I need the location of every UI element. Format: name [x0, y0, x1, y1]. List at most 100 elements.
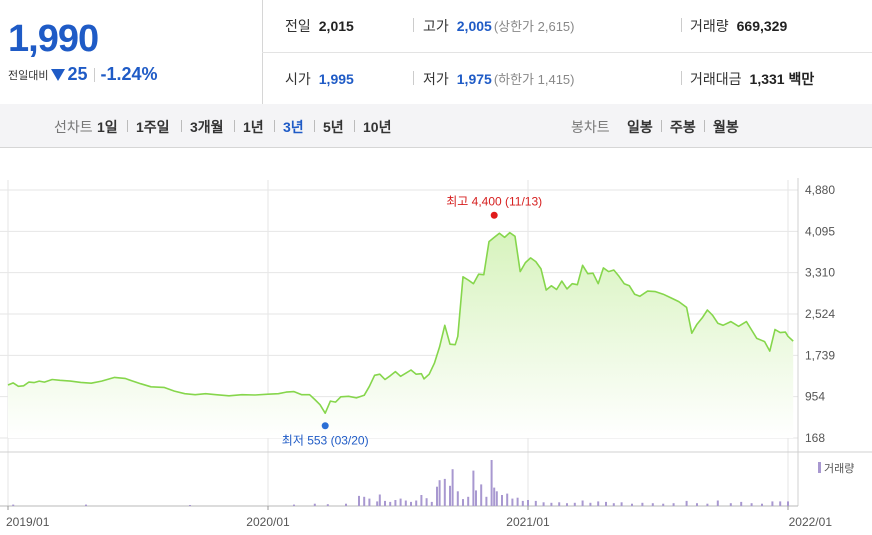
current-price: 1,990: [8, 18, 99, 60]
volume-bar: [345, 503, 347, 506]
volume-bar: [716, 500, 719, 506]
volume-bar: [410, 501, 412, 506]
volume-bar: [376, 501, 379, 506]
field-prev-close: 전일 2,015: [285, 16, 354, 36]
field-trade-value: 거래대금 1,331 백만: [690, 69, 814, 89]
volume-bar: [771, 501, 774, 506]
divider: [127, 120, 128, 132]
down-arrow-icon: [51, 68, 66, 81]
price-line: [7, 231, 794, 414]
divider: [234, 120, 235, 132]
divider: [661, 120, 662, 132]
volume-bar: [85, 504, 87, 506]
volume-bar: [389, 501, 392, 506]
divider: [413, 18, 414, 32]
volume-bar: [662, 503, 665, 506]
field-value: 1,975: [456, 71, 492, 87]
y-tick-label: 1,739: [805, 348, 835, 362]
volume-bar: [404, 500, 407, 506]
field-high: 고가 2,005 (상한가 2,615): [423, 16, 575, 36]
tab-monthly[interactable]: 월봉: [713, 119, 739, 135]
volume-bar: [589, 502, 592, 506]
tab-10year[interactable]: 10년: [363, 119, 392, 135]
field-key: 저가: [423, 71, 449, 87]
field-key: 전일: [285, 18, 311, 34]
field-value: 1,331: [749, 71, 785, 87]
divider: [274, 120, 275, 132]
volume-bar: [501, 495, 503, 506]
price-area-fill: [8, 232, 794, 438]
change-value: 25: [67, 64, 88, 84]
tab-1day[interactable]: 1일: [97, 119, 118, 135]
field-key: 거래량: [690, 18, 729, 34]
volume-bar: [326, 504, 329, 506]
divider: [413, 71, 414, 85]
volume-bar: [542, 502, 545, 506]
volume-bar: [631, 503, 633, 506]
change-label: 전일대비: [8, 69, 49, 82]
change-percent: -1.24%: [100, 64, 158, 84]
volume-bar: [527, 500, 529, 506]
y-tick-label: 3,310: [805, 266, 835, 280]
volume-bar: [12, 504, 15, 506]
price-summary: 1,990 전일대비 25 -1.24%: [0, 0, 263, 104]
tab-5year[interactable]: 5년: [323, 119, 344, 135]
volume-bar: [620, 502, 623, 506]
line-chart-header: 선차트: [54, 119, 93, 135]
volume-bar: [750, 503, 753, 506]
chart-annotations: 최고 4,400 (11/13) 최저 553 (03/20): [282, 194, 542, 447]
tab-1year[interactable]: 1년: [243, 119, 264, 135]
tab-daily[interactable]: 일봉: [627, 119, 653, 135]
volume-bar: [456, 491, 459, 506]
volume-bar: [485, 496, 488, 506]
tab-weekly[interactable]: 주봉: [670, 119, 696, 135]
field-key: 고가: [423, 18, 449, 34]
volume-bar: [415, 500, 418, 506]
volume-bar: [740, 501, 743, 506]
divider: [354, 120, 355, 132]
volume-bar: [472, 470, 475, 506]
volume-bar: [480, 484, 483, 506]
low-annotation: 최저 553 (03/20): [282, 434, 369, 448]
volume-bar: [787, 501, 789, 506]
volume-bar: [651, 503, 654, 506]
y-tick-label: 954: [805, 390, 825, 404]
volume-bar: [729, 503, 732, 506]
divider: [93, 67, 95, 82]
volume-bar: [558, 502, 561, 506]
x-tick-label: 2021/01: [506, 515, 550, 529]
chart-axes: 4,880 4,095 3,310 2,524 1,739 954 168 2019/01 20…: [6, 183, 835, 529]
y-tick-label: 2,524: [805, 307, 835, 321]
high-annotation: 최고 4,400 (11/13): [446, 194, 542, 208]
tab-3year[interactable]: 3년: [283, 119, 304, 135]
y-tick-label: 168: [805, 431, 825, 445]
volume-bar: [425, 498, 428, 506]
field-unit: 백만: [788, 71, 815, 87]
volume-bar: [696, 503, 698, 506]
volume-bar: [672, 503, 675, 506]
volume-bar: [449, 485, 451, 506]
volume-bar: [358, 495, 360, 506]
field-value: 2,015: [318, 18, 354, 34]
tab-3month[interactable]: 3개월: [190, 119, 224, 135]
volume-bar: [475, 490, 477, 506]
volume-bar: [597, 501, 600, 506]
field-value: 1,995: [318, 71, 354, 87]
change-line: 전일대비 25 -1.24%: [8, 64, 158, 85]
volume-bar: [189, 505, 191, 506]
x-tick-label: 2019/01: [6, 515, 50, 529]
volume-bar: [490, 460, 493, 506]
tab-1week[interactable]: 1주일: [136, 119, 170, 135]
volume-bar: [605, 501, 607, 506]
volume-bar: [438, 480, 441, 506]
quote-panel: 1,990 전일대비 25 -1.24% 전일 2,015 고가 2,005 (상한가…: [0, 0, 872, 105]
volume-bar: [467, 496, 470, 506]
volume-bar: [581, 500, 584, 506]
volume-bar: [293, 504, 295, 506]
high-marker: [490, 211, 498, 219]
row-divider: [262, 52, 872, 53]
volume-bar: [384, 500, 386, 506]
field-low: 저가 1,975 (하한가 1,415): [423, 69, 575, 89]
volume-bar: [495, 491, 498, 506]
